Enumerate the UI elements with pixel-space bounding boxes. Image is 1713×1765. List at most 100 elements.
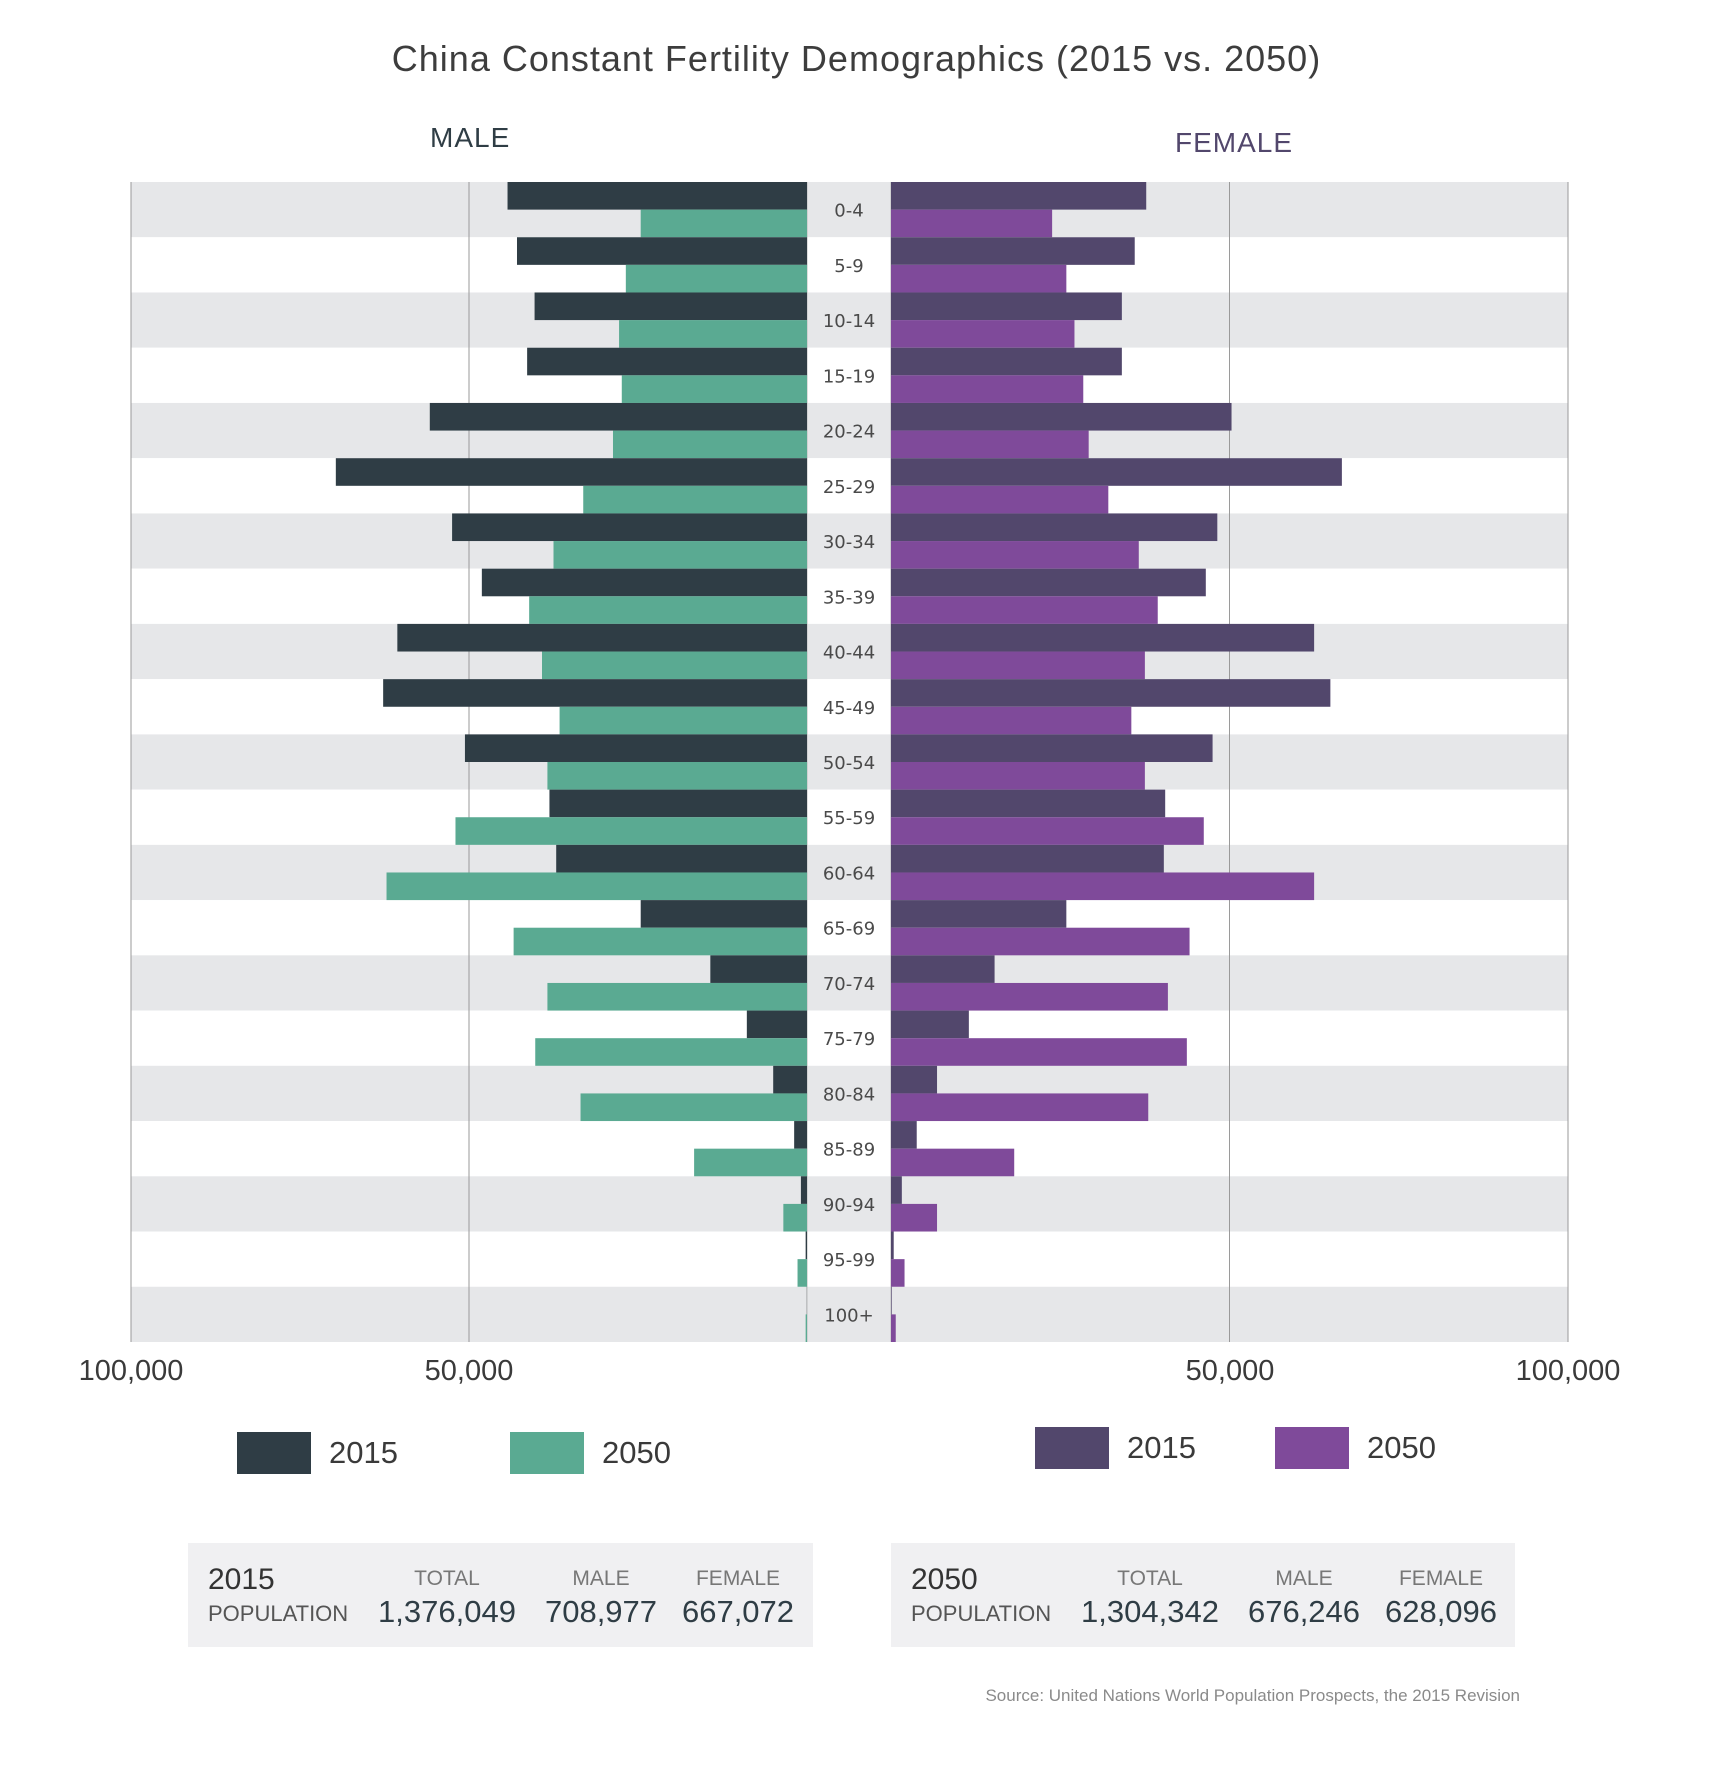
bar-female-2050-25-29 — [891, 485, 1109, 514]
x-tick-male-50000: 50,000 — [424, 1355, 514, 1387]
summary-year: 2015 — [208, 1563, 275, 1596]
bar-male-2015-45-49 — [383, 679, 807, 707]
row-band — [131, 1010, 1568, 1066]
bar-male-2015-85-89 — [794, 1121, 807, 1149]
bar-female-2015-80-84 — [891, 1065, 938, 1094]
bar-male-2015-30-34 — [452, 513, 807, 542]
bar-male-2050-95-99 — [797, 1259, 807, 1287]
age-group-label: 70-74 — [823, 974, 875, 995]
chart-title: China Constant Fertility Demographics (2… — [391, 38, 1322, 79]
legend-item-female-2015: 2015 — [1035, 1427, 1196, 1469]
bar-female-2015-100+ — [891, 1286, 892, 1315]
bar-female-2050-20-24 — [891, 430, 1089, 459]
age-group-label: 60-64 — [823, 863, 875, 884]
summary-female-value: 628,096 — [1384, 1594, 1498, 1629]
bar-male-2050-60-64 — [386, 872, 807, 901]
bar-female-2015-65-69 — [891, 900, 1067, 928]
age-group-label: 0-4 — [834, 201, 863, 222]
summary-male-heading: MALE — [572, 1567, 630, 1590]
bar-female-2015-35-39 — [891, 568, 1206, 597]
bar-female-2050-30-34 — [891, 541, 1139, 569]
legend-item-male-2015: 2015 — [237, 1432, 398, 1474]
row-band — [131, 1121, 1568, 1177]
legend-swatch-male-2015 — [237, 1432, 311, 1474]
row-band — [131, 402, 1568, 459]
summary-total-heading: TOTAL — [414, 1567, 480, 1590]
bar-male-2050-45-49 — [559, 706, 807, 735]
row-band — [131, 568, 1568, 624]
bar-male-2015-35-39 — [481, 568, 807, 597]
bar-male-2050-55-59 — [455, 817, 807, 845]
summary-total-value: 1,304,342 — [1081, 1594, 1219, 1629]
age-group-label: 100+ — [824, 1305, 873, 1326]
summary-total: TOTAL 1,304,342 — [1081, 1567, 1219, 1630]
age-group-label: 50-54 — [823, 753, 875, 774]
bar-female-2015-50-54 — [891, 734, 1213, 762]
age-group-label: 95-99 — [823, 1250, 875, 1271]
summary-female: FEMALE 667,072 — [682, 1567, 794, 1630]
legend-label: 2015 — [329, 1435, 398, 1470]
legend-item-male-2050: 2050 — [510, 1432, 671, 1474]
bar-male-2050-50-54 — [547, 762, 807, 790]
bar-female-2015-70-74 — [891, 955, 995, 983]
x-tick-male-100000: 100,000 — [78, 1355, 184, 1387]
age-group-label: 35-39 — [823, 587, 875, 608]
bar-female-2015-85-89 — [891, 1121, 917, 1149]
legend-swatch-female-2050 — [1275, 1427, 1349, 1469]
age-group-label: 20-24 — [823, 422, 875, 443]
summary-population-label: POPULATION — [911, 1601, 1052, 1626]
summary-male-heading: MALE — [1275, 1567, 1333, 1590]
bar-female-2050-15-19 — [891, 375, 1084, 403]
bar-male-2050-5-9 — [625, 264, 807, 293]
bar-male-2015-90-94 — [800, 1176, 807, 1204]
bar-male-2050-75-79 — [535, 1038, 807, 1066]
bar-female-2015-55-59 — [891, 789, 1166, 818]
row-band — [131, 955, 1568, 1011]
bar-male-2015-95-99 — [805, 1231, 807, 1260]
bar-male-2050-20-24 — [612, 430, 807, 459]
bar-female-2050-35-39 — [891, 596, 1158, 624]
bar-male-2015-15-19 — [527, 347, 807, 376]
row-band — [131, 237, 1568, 293]
bar-female-2015-20-24 — [891, 402, 1232, 431]
bar-male-2050-70-74 — [547, 982, 807, 1011]
age-group-label: 65-69 — [823, 919, 875, 940]
summary-box-2015: 2015 POPULATION TOTAL 1,376,049 MALE 708… — [188, 1543, 813, 1647]
age-group-label: 15-19 — [823, 366, 875, 387]
row-band — [131, 1286, 1568, 1342]
bar-female-2050-90-94 — [891, 1203, 938, 1232]
bar-male-2015-55-59 — [549, 789, 807, 818]
summary-population-label: POPULATION — [208, 1601, 349, 1626]
bar-male-2050-100+ — [805, 1314, 807, 1342]
bar-male-2015-80-84 — [773, 1065, 807, 1094]
row-band — [131, 347, 1568, 403]
row-band — [131, 513, 1568, 569]
age-group-label: 25-29 — [823, 477, 875, 498]
bar-male-2050-80-84 — [580, 1093, 807, 1122]
legend-label: 2015 — [1127, 1430, 1196, 1465]
source-note: Source: United Nations World Population … — [985, 1686, 1520, 1705]
summary-box-2050: 2050 POPULATION TOTAL 1,304,342 MALE 676… — [891, 1543, 1515, 1647]
row-band — [131, 734, 1568, 790]
row-band — [131, 900, 1568, 956]
bar-female-2050-55-59 — [891, 817, 1204, 845]
legend-label: 2050 — [602, 1435, 671, 1470]
bar-female-2050-95-99 — [891, 1259, 905, 1287]
bar-male-2015-70-74 — [710, 955, 807, 983]
bar-male-2050-0-4 — [640, 209, 807, 238]
bar-female-2015-45-49 — [891, 679, 1331, 707]
female-panel-label: FEMALE — [1175, 127, 1294, 158]
bar-female-2050-65-69 — [891, 927, 1190, 956]
bar-male-2015-20-24 — [429, 402, 807, 431]
summary-female-value: 667,072 — [681, 1594, 795, 1629]
bar-male-2015-65-69 — [640, 900, 807, 928]
bar-female-2050-5-9 — [891, 264, 1067, 293]
age-group-label: 5-9 — [834, 256, 863, 277]
bar-female-2050-50-54 — [891, 762, 1145, 790]
row-band — [131, 844, 1568, 901]
age-group-label: 40-44 — [823, 643, 875, 664]
bar-female-2015-5-9 — [891, 237, 1135, 265]
male-panel-label: MALE — [430, 122, 511, 153]
bar-male-2050-15-19 — [621, 375, 807, 403]
summary-female-heading: FEMALE — [1398, 1567, 1484, 1590]
